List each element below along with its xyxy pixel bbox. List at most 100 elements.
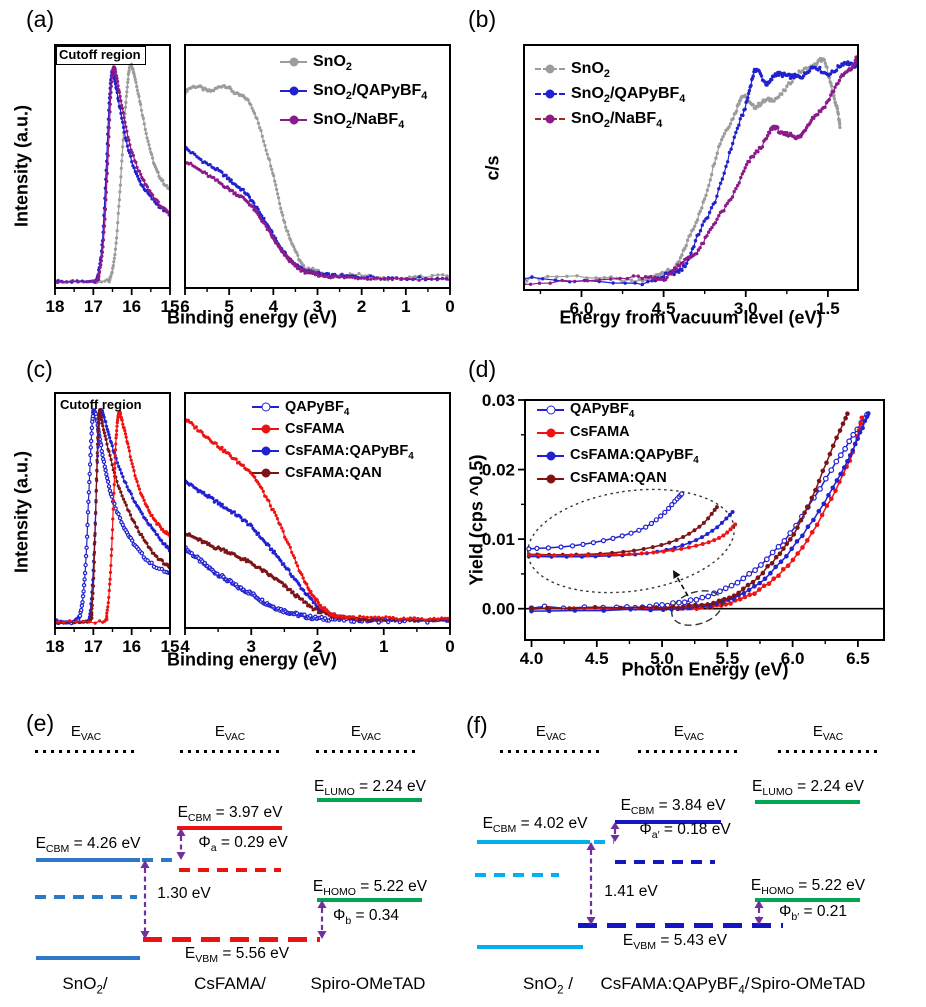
diagram-text: EVAC xyxy=(535,723,567,744)
diagram-text: Φb′ = 0.21 xyxy=(778,902,848,923)
diagram-text: EHOMO = 5.22 eV xyxy=(312,877,428,898)
legend-marker-icon xyxy=(535,113,565,125)
diagram-arrows xyxy=(140,828,327,939)
legend-item: CsFAMA:QAN xyxy=(537,467,699,490)
legend-item: CsFAMA xyxy=(252,418,414,440)
level-vbm-sno2 xyxy=(477,944,583,950)
series-SnO2-QAPyBF4 xyxy=(185,146,450,282)
series-inset-QAPyBF4 xyxy=(526,491,685,552)
legend-marker-icon xyxy=(280,56,307,68)
level-evac-sno2 xyxy=(35,749,137,753)
svg-text:6.5: 6.5 xyxy=(846,649,870,668)
legend-marker-icon xyxy=(537,404,564,416)
legend-label: CsFAMA:QAN xyxy=(285,464,382,481)
legend-label: SnO2/NaBF4 xyxy=(571,109,663,130)
legend-label: QAPyBF4 xyxy=(570,401,635,421)
legend-item: CsFAMA:QAPyBF4 xyxy=(252,440,414,462)
level-evac-csfama xyxy=(180,749,280,753)
level-homo-spiro xyxy=(755,897,860,903)
diagram-text: EVBM = 5.43 eV xyxy=(622,931,728,952)
svg-text:6: 6 xyxy=(180,297,189,316)
onset-ellipse xyxy=(671,590,723,626)
diagram-text: ECBM = 3.84 eV xyxy=(620,796,726,817)
x-axis-label: Energy from vacuum level (eV) xyxy=(559,307,823,328)
diagram-text: Φa = 0.29 eV xyxy=(198,833,288,854)
svg-text:5.0: 5.0 xyxy=(650,649,674,668)
legend-marker-icon xyxy=(252,445,279,457)
svg-text:17: 17 xyxy=(84,637,103,656)
series-SnO2-NaBF4 xyxy=(185,160,450,282)
svg-text:1.5: 1.5 xyxy=(816,299,840,318)
legend-marker-icon xyxy=(537,473,564,485)
axes-frame xyxy=(523,44,859,291)
panel-label-e: (e) xyxy=(26,710,55,736)
legend-marker-icon xyxy=(252,401,279,413)
diagram-text: SnO2 / xyxy=(523,974,573,997)
diagram-text: EVAC xyxy=(350,723,382,744)
svg-text:1: 1 xyxy=(379,637,388,656)
legend-item: QAPyBF4 xyxy=(537,398,699,421)
series-SnO2-NaBF4 xyxy=(524,55,858,286)
diagram-text: CsFAMA:QAPyBF4/ xyxy=(600,974,750,997)
legend-label: CsFAMA:QAN xyxy=(570,470,667,487)
x-axis-label: Binding energy (eV) xyxy=(166,649,338,670)
svg-text:4: 4 xyxy=(180,637,190,656)
svg-text:15: 15 xyxy=(161,297,180,316)
legend-item: CsFAMA:QAN xyxy=(252,462,414,484)
series-inset-CsFAMA xyxy=(526,522,738,558)
chart-b-main: 6.0 4.5 3.0 1.5 xyxy=(523,44,859,318)
magnifier-arrow xyxy=(676,576,689,597)
legend-item: SnO2/QAPyBF4 xyxy=(535,81,685,106)
svg-text:0: 0 xyxy=(445,297,454,316)
legend-marker-icon xyxy=(252,467,279,479)
svg-text:5.5: 5.5 xyxy=(716,649,740,668)
chart-a-cutoff: 18 17 16 15 xyxy=(46,44,180,316)
level-fermi-pvk xyxy=(615,860,715,864)
panel-f: (f) EVAC EVAC EVAC ECBM = 4.02 eV ECBM = 3.8… xyxy=(463,700,926,1007)
x-axis-label: Binding energy (eV) xyxy=(166,307,338,328)
svg-text:16: 16 xyxy=(122,637,141,656)
level-fermi-sno2 xyxy=(35,895,137,899)
svg-text:2: 2 xyxy=(357,297,366,316)
legend-label: SnO2/QAPyBF4 xyxy=(571,84,686,105)
svg-text:1: 1 xyxy=(401,297,410,316)
level-cbm-sno2-ext xyxy=(594,839,614,845)
legend-label: SnO2/NaBF4 xyxy=(313,110,405,131)
cutoff-region-label: Cutoff region xyxy=(60,397,142,412)
level-cbm-csfama xyxy=(177,825,282,831)
svg-text:5: 5 xyxy=(224,297,233,316)
svg-text:16: 16 xyxy=(122,297,141,316)
chart-c-cutoff: 18 17 16 15 xyxy=(46,392,179,656)
legend-marker-icon xyxy=(280,114,307,126)
panel-label-d: (d) xyxy=(468,356,497,382)
diagram-text: ECBM = 4.02 eV xyxy=(482,814,588,835)
level-cbm-sno2 xyxy=(36,857,140,863)
panel-label-f: (f) xyxy=(466,712,488,738)
diagram-text: SnO2/ xyxy=(62,974,108,997)
diagram-text: EVAC xyxy=(673,723,705,744)
svg-text:3.0: 3.0 xyxy=(734,299,758,318)
legend-item: SnO2 xyxy=(535,56,685,81)
svg-text:6.0: 6.0 xyxy=(570,299,594,318)
legend-marker-icon xyxy=(537,427,564,439)
series-SnO2-NaBF4 xyxy=(55,65,170,285)
legend-label: CsFAMA:QAPyBF4 xyxy=(570,447,699,467)
panel-e: (e) EVAC EVAC EVAC ECBM = 4.26 eV ECBM = 3.9… xyxy=(0,700,463,1007)
legend-label: CsFAMA xyxy=(570,424,630,441)
level-evac-spiro xyxy=(316,749,418,753)
legend-label: SnO2 xyxy=(313,52,352,73)
chart-c-main: 4 3 2 1 0 xyxy=(180,392,455,656)
svg-text:3: 3 xyxy=(247,637,256,656)
chart-a-main: 6 5 4 3 2 1 0 xyxy=(180,44,455,316)
svg-text:4.0: 4.0 xyxy=(520,649,544,668)
panel-label-b: (b) xyxy=(468,6,497,32)
level-vbm-sno2 xyxy=(36,955,140,961)
legend-c: QAPyBF4 CsFAMA CsFAMA:QAPyBF4 CsFAMA:QAN xyxy=(252,396,414,484)
level-lumo-spiro xyxy=(317,797,422,803)
series-CsFAMA xyxy=(55,410,170,625)
level-lumo-spiro xyxy=(755,799,860,805)
series-CsFAMA-QAN xyxy=(55,408,170,625)
level-cbm-pvk xyxy=(615,819,721,825)
level-vbm-pvk xyxy=(578,922,783,928)
